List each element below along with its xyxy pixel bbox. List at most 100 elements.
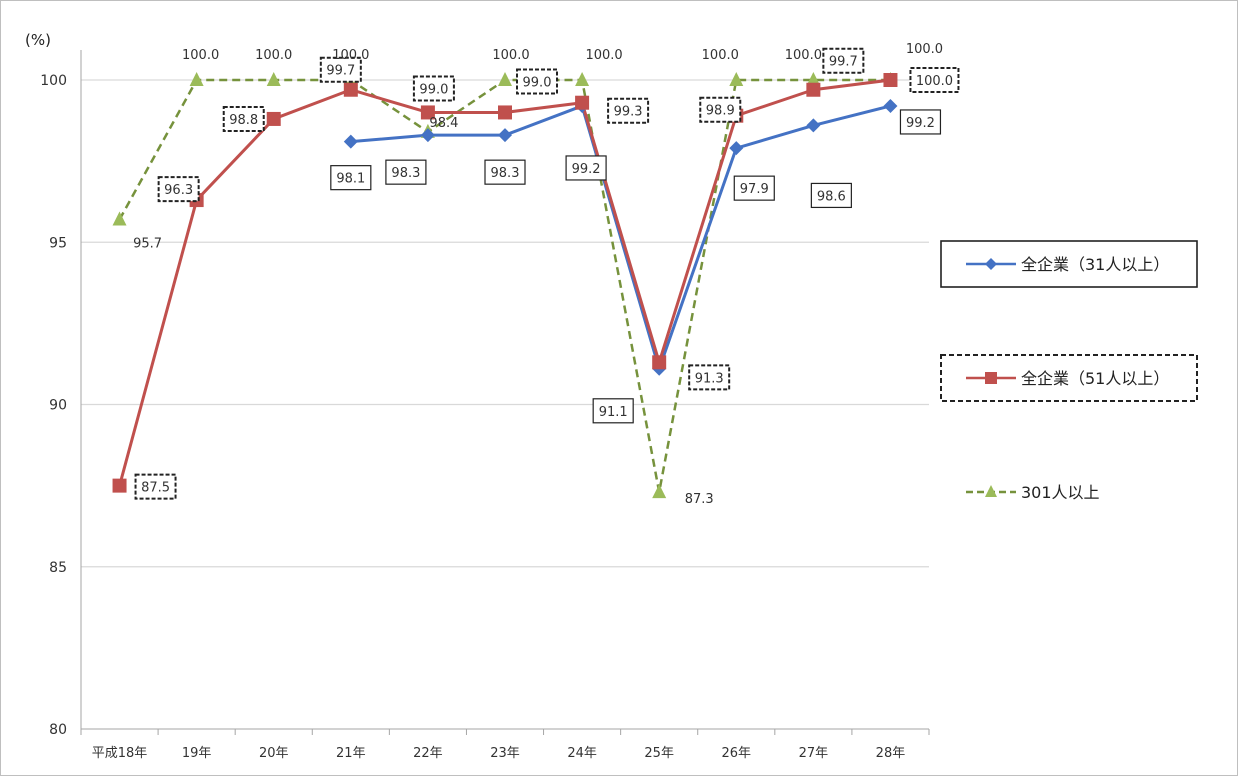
square-marker [575, 95, 590, 110]
square-marker [883, 73, 898, 87]
x-tick-label: 24年 [567, 746, 597, 761]
data-label: 98.8 [229, 113, 258, 128]
data-label: 100.0 [906, 42, 943, 57]
x-tick-label: 28年 [876, 746, 906, 761]
legend-label: 全企業（31人以上） [1021, 255, 1169, 274]
data-label-box [899, 109, 942, 135]
x-tick-labels: 平成18年 19年 20年 21年 22年 23年 24年 25年 26年 27年 28年 [92, 746, 905, 761]
data-label-box [319, 56, 362, 83]
data-label: 87.5 [141, 481, 170, 496]
diamond-marker [883, 98, 898, 113]
data-label: 100.0 [585, 48, 622, 63]
diamond-marker [806, 118, 821, 133]
x-tick-label: 25年 [644, 746, 674, 761]
diamond-marker [729, 141, 744, 156]
data-label-box [385, 159, 427, 185]
triangle-marker [575, 72, 590, 86]
square-marker [652, 355, 667, 370]
data-label: 87.3 [685, 492, 714, 507]
y-tick-label: 95 [49, 235, 67, 251]
data-label-box [688, 364, 731, 391]
data-label: 100.0 [332, 48, 369, 63]
triangle-marker [498, 72, 512, 86]
square-marker [112, 478, 127, 493]
square-marker [420, 105, 435, 120]
data-label-box [733, 175, 775, 201]
x-tick-label: 22年 [413, 746, 443, 761]
triangle-marker [266, 72, 281, 86]
x-tick-label: 26年 [721, 746, 751, 761]
data-label: 99.2 [572, 162, 601, 177]
triangle-marker [729, 72, 744, 86]
x-tick-label: 平成18年 [92, 746, 148, 761]
data-label-box [157, 176, 200, 203]
square-marker [266, 111, 281, 126]
data-label: 99.2 [906, 116, 935, 131]
data-label: 98.3 [391, 166, 420, 181]
square-marker [343, 82, 358, 97]
x-tick-label: 20年 [259, 746, 289, 761]
data-label-box [134, 473, 177, 500]
square-marker [806, 82, 821, 97]
data-label: 98.3 [491, 166, 520, 181]
legend-label: 全企業（51人以上） [1021, 369, 1169, 388]
legend-label: 301人以上 [1021, 483, 1100, 502]
triangle-marker [189, 72, 204, 86]
data-label: 95.7 [133, 237, 162, 252]
data-label-box [592, 398, 634, 424]
data-label: 99.7 [326, 64, 355, 79]
square-marker [498, 105, 512, 120]
data-label-box [565, 155, 607, 181]
legend-triangle-marker [985, 485, 997, 497]
data-label: 100.0 [182, 48, 219, 63]
x-tick-label: 19年 [182, 746, 212, 761]
legend-square-marker [985, 372, 997, 384]
data-label-box [699, 96, 742, 123]
y-unit-label: (%) [25, 31, 51, 49]
x-tick-label: 21年 [336, 746, 366, 761]
data-label: 99.0 [419, 82, 448, 97]
axes [80, 50, 930, 735]
data-label: 100.0 [785, 48, 822, 63]
data-label-box [810, 182, 852, 209]
data-label-box [909, 67, 960, 93]
diamond-marker [420, 128, 435, 143]
data-label: 100.0 [916, 74, 953, 89]
data-label-box [412, 75, 455, 102]
data-label: 96.3 [164, 183, 193, 198]
y-tick-label: 80 [49, 722, 67, 738]
data-label-box [484, 159, 526, 185]
data-label-box [330, 165, 372, 191]
data-label: 99.0 [523, 75, 552, 90]
data-label: 98.4 [429, 116, 458, 131]
x-tick-label: 23年 [490, 746, 520, 761]
diamond-marker [343, 134, 358, 149]
y-tick-label: 90 [49, 398, 67, 414]
data-label: 98.6 [817, 189, 846, 204]
data-label: 97.9 [740, 182, 769, 197]
gridlines [81, 79, 929, 568]
data-label: 99.3 [614, 105, 643, 120]
data-label: 98.1 [336, 172, 365, 187]
y-tick-label: 100 [40, 73, 67, 89]
data-labels: 98.1 98.3 98.3 99.2 91.1 97.9 98.6 99.2 87.5 96.3… [133, 42, 960, 507]
data-label: 91.1 [599, 405, 628, 420]
data-label: 91.3 [695, 371, 724, 386]
data-label: 99.7 [829, 55, 858, 70]
x-tick-label: 27年 [799, 746, 829, 761]
data-label-box [607, 97, 650, 124]
data-label: 100.0 [702, 48, 739, 63]
diamond-marker [498, 128, 512, 143]
triangle-marker [112, 211, 127, 226]
data-label-box [822, 47, 865, 74]
data-label: 100.0 [255, 48, 292, 63]
data-label-box [516, 68, 558, 95]
triangle-marker [652, 484, 667, 499]
legend: 全企業（31人以上） 全企業（51人以上） 301人以上 [940, 240, 1198, 502]
y-tick-label: 85 [49, 560, 67, 576]
legend-diamond-marker [985, 258, 997, 270]
data-label: 100.0 [492, 48, 529, 63]
data-label-box [222, 105, 265, 132]
